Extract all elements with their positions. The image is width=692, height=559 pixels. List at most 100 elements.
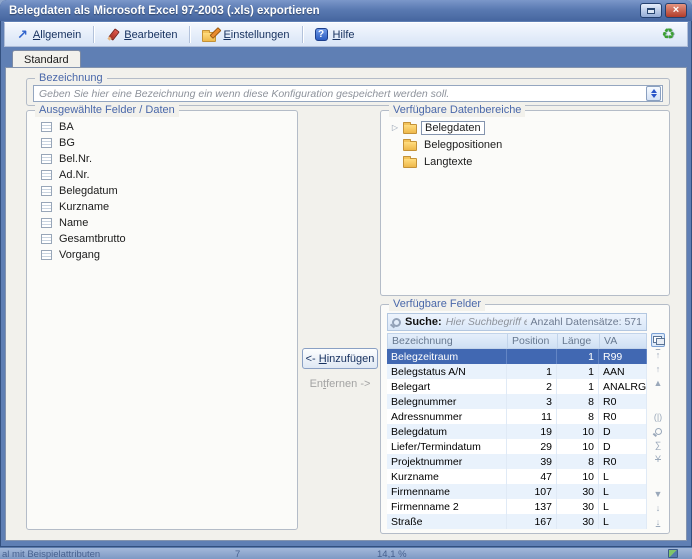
- refresh-export-button[interactable]: ♻: [654, 24, 683, 45]
- toolbar-separator: [93, 26, 95, 43]
- selected-field-item[interactable]: Belegdatum: [41, 183, 293, 199]
- selected-fields-group-label: Ausgewählte Felder / Daten: [35, 104, 179, 117]
- remove-button[interactable]: Entfernen ->: [309, 378, 371, 390]
- grid-cell: Straße: [387, 514, 507, 529]
- grid-cell: 1: [557, 379, 599, 394]
- help-badge-icon: ?: [314, 28, 328, 41]
- export-dialog: Belegdaten als Microsoft Excel 97-2003 (…: [0, 0, 692, 547]
- field-grid-icon: [41, 138, 52, 148]
- tree-item[interactable]: Langtexte: [391, 153, 665, 170]
- column-chooser-icon[interactable]: [651, 333, 665, 347]
- folder-icon: [403, 155, 417, 168]
- close-button[interactable]: ×: [665, 3, 687, 18]
- selected-field-item[interactable]: BA: [41, 119, 293, 135]
- grid-row[interactable]: Belegdatum 19 10 D: [387, 424, 647, 439]
- selected-field-item[interactable]: Name: [41, 215, 293, 231]
- tab-standard[interactable]: Standard: [12, 50, 81, 69]
- move-first-icon[interactable]: ↑: [655, 349, 661, 360]
- move-down-icon[interactable]: ↓: [655, 502, 661, 513]
- expression-icon[interactable]: (|): [653, 412, 663, 422]
- column-header-va[interactable]: VA: [604, 335, 618, 347]
- grid-row[interactable]: Firmenname 107 30 L: [387, 484, 647, 499]
- toolbar-button-hilfe[interactable]: ? Hilfe: [307, 24, 363, 45]
- move-last-icon[interactable]: ↓: [655, 516, 661, 527]
- add-button[interactable]: <- Hinzufügen: [302, 348, 378, 369]
- grid-cell: Belegnummer: [387, 394, 507, 409]
- grid-row[interactable]: Belegzeitraum 1 R99: [387, 349, 647, 364]
- tree-item[interactable]: ▷ Belegdaten: [391, 119, 665, 136]
- search-icon: [392, 317, 401, 327]
- grid-row[interactable]: Firmenname 2 137 30 L: [387, 499, 647, 514]
- red-pencil-icon: [106, 28, 119, 41]
- grid-row[interactable]: Projektnummer 39 8 R0: [387, 454, 647, 469]
- restore-button[interactable]: [640, 3, 662, 18]
- bezeichnung-combobox: [33, 85, 663, 102]
- grid-header: Bezeichnung Position Länge VA: [387, 333, 647, 349]
- grid-cell: R0: [599, 394, 647, 409]
- selected-field-item[interactable]: Bel.Nr.: [41, 151, 293, 167]
- grid-row[interactable]: Belegart 2 1 ANALRGI: [387, 379, 647, 394]
- grid-cell: Projektnummer: [387, 454, 507, 469]
- grid-cell: 8: [557, 454, 599, 469]
- window-title: Belegdaten als Microsoft Excel 97-2003 (…: [9, 4, 320, 17]
- grid-cell: 19: [507, 424, 557, 439]
- grid-row[interactable]: Adressnummer 11 8 R0: [387, 409, 647, 424]
- toolbar-button-einstellungen[interactable]: Einstellungen: [194, 24, 297, 45]
- statusbar-value: 14,1 %: [377, 549, 407, 559]
- move-up-icon[interactable]: ↑: [655, 363, 661, 374]
- field-grid-icon: [41, 122, 52, 132]
- grid-row[interactable]: Straße 167 30 L: [387, 514, 647, 529]
- field-grid-icon: [41, 154, 52, 164]
- scroll-up-icon[interactable]: ▲: [653, 377, 663, 388]
- tree-item-label: Belegpositionen: [424, 138, 503, 151]
- grid-cell: Belegdatum: [387, 424, 507, 439]
- selected-field-item[interactable]: Gesamtbrutto: [41, 231, 293, 247]
- available-fields-group-label: Verfügbare Felder: [389, 298, 486, 311]
- selected-field-item[interactable]: Ad.Nr.: [41, 167, 293, 183]
- selected-field-label: BG: [59, 137, 75, 149]
- expand-arrow-icon[interactable]: ▷: [391, 123, 399, 132]
- grid-row[interactable]: Liefer/Termindatum 29 10 D: [387, 439, 647, 454]
- field-grid-icon: [41, 250, 52, 260]
- grid-cell: R0: [599, 409, 647, 424]
- grid-cell: AAN: [599, 364, 647, 379]
- selected-field-label: Vorgang: [59, 249, 100, 261]
- titlebar: Belegdaten als Microsoft Excel 97-2003 (…: [0, 0, 692, 21]
- selected-field-item[interactable]: Vorgang: [41, 247, 293, 263]
- search-icon[interactable]: [651, 426, 665, 438]
- record-count: Anzahl Datensätze: 571: [530, 316, 643, 328]
- grid-cell: D: [599, 439, 647, 454]
- field-grid-icon: [41, 218, 52, 228]
- scroll-down-icon[interactable]: ▼: [653, 488, 663, 499]
- filter-icon[interactable]: Y: [654, 454, 661, 464]
- grid-cell: 10: [557, 439, 599, 454]
- restore-icon: [647, 7, 655, 14]
- sum-icon[interactable]: ∑: [654, 440, 662, 450]
- selected-field-label: Kurzname: [59, 201, 110, 213]
- column-header-bezeichnung[interactable]: Bezeichnung: [388, 334, 508, 348]
- selected-field-item[interactable]: BG: [41, 135, 293, 151]
- bezeichnung-input[interactable]: [34, 87, 646, 100]
- grid-row[interactable]: Belegnummer 3 8 R0: [387, 394, 647, 409]
- combo-spinner-button[interactable]: [646, 86, 661, 101]
- selected-field-label: BA: [59, 121, 74, 133]
- grid-cell: D: [599, 424, 647, 439]
- selected-field-label: Bel.Nr.: [59, 153, 93, 165]
- search-input[interactable]: [445, 316, 527, 328]
- toolbar-button-allgemein[interactable]: ↗ Allgemein: [9, 24, 89, 45]
- tree-item[interactable]: Belegpositionen: [391, 136, 665, 153]
- selected-field-item[interactable]: Kurzname: [41, 199, 293, 215]
- column-header-position[interactable]: Position: [508, 334, 558, 348]
- grid-cell: 30: [557, 484, 599, 499]
- data-areas-tree: ▷ Belegdaten Belegpositionen Langtexte: [381, 111, 669, 170]
- tree-item-label: Langtexte: [424, 155, 473, 168]
- grid-cell: Liefer/Termindatum: [387, 439, 507, 454]
- column-header-laenge[interactable]: Länge: [558, 334, 600, 348]
- grid-row[interactable]: Belegstatus A/N 1 1 AAN: [387, 364, 647, 379]
- grid-cell: 107: [507, 484, 557, 499]
- grid-cell: L: [599, 514, 647, 529]
- grid-row[interactable]: Kurzname 47 10 L: [387, 469, 647, 484]
- grid-cell: 8: [557, 409, 599, 424]
- toolbar-button-bearbeiten[interactable]: Bearbeiten: [98, 24, 185, 45]
- field-grid-icon: [41, 202, 52, 212]
